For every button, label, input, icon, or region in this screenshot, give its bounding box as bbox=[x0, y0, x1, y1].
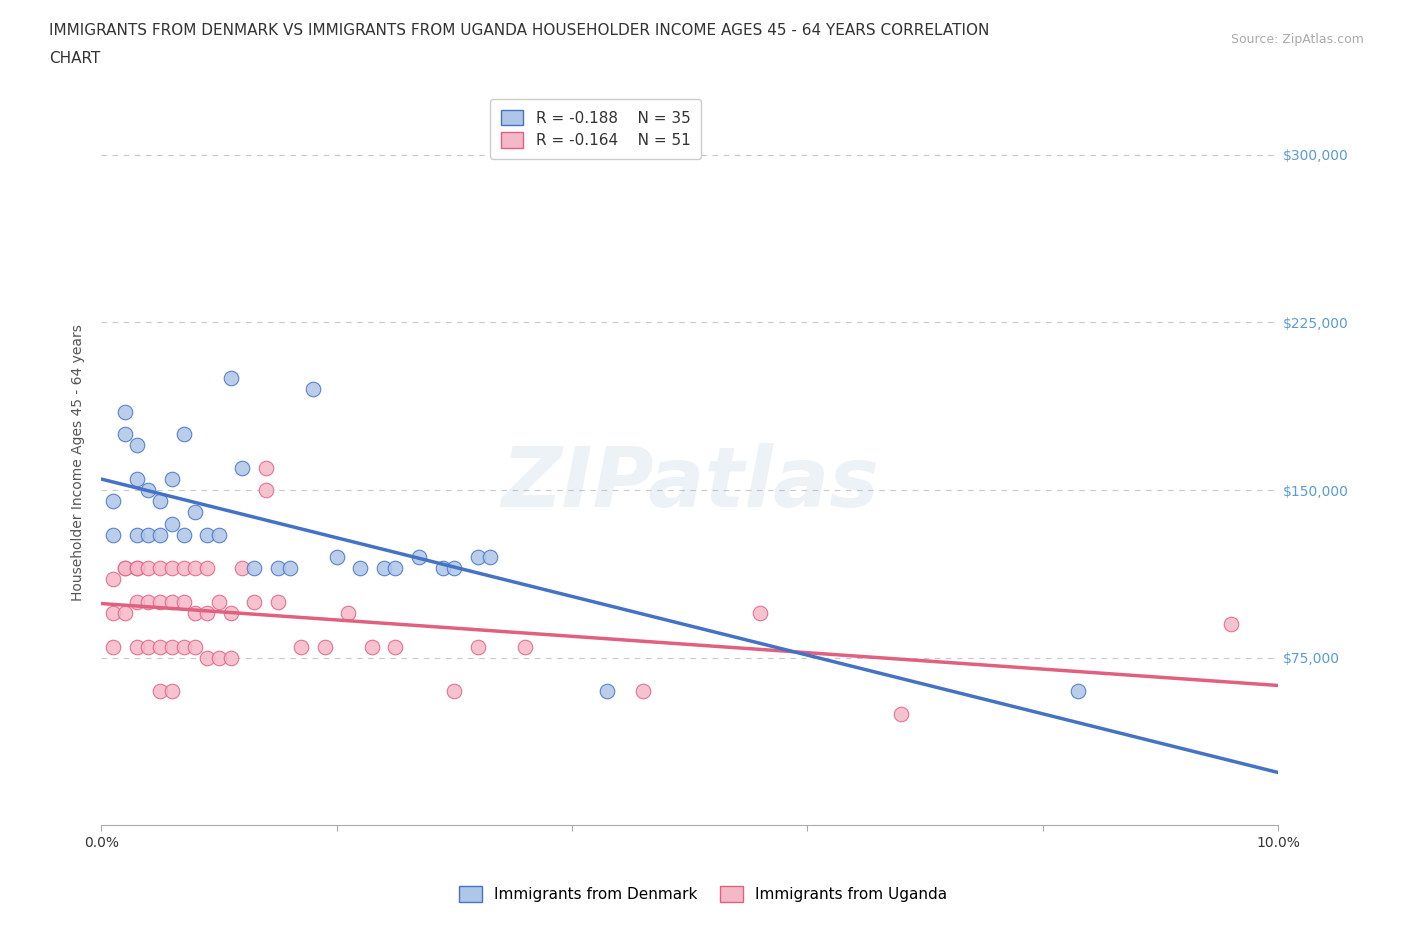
Point bbox=[208, 594, 231, 609]
Point bbox=[1220, 617, 1243, 631]
Point bbox=[1067, 684, 1090, 698]
Point bbox=[195, 650, 218, 665]
Point bbox=[325, 550, 347, 565]
Point bbox=[243, 594, 266, 609]
Point bbox=[337, 605, 360, 620]
Point bbox=[231, 460, 253, 475]
Point bbox=[408, 550, 430, 565]
Point bbox=[101, 605, 124, 620]
Point bbox=[467, 550, 489, 565]
Point bbox=[114, 405, 136, 419]
Point bbox=[254, 460, 277, 475]
Point bbox=[114, 605, 136, 620]
Point bbox=[173, 527, 195, 542]
Point bbox=[184, 505, 207, 520]
Point bbox=[149, 494, 172, 509]
Point bbox=[596, 684, 619, 698]
Legend: Immigrants from Denmark, Immigrants from Uganda: Immigrants from Denmark, Immigrants from… bbox=[453, 880, 953, 909]
Point bbox=[160, 516, 183, 531]
Point bbox=[173, 594, 195, 609]
Point bbox=[290, 639, 312, 654]
Point bbox=[443, 561, 465, 576]
Point bbox=[361, 639, 384, 654]
Point bbox=[125, 472, 148, 486]
Point bbox=[160, 684, 183, 698]
Point bbox=[443, 684, 465, 698]
Point bbox=[101, 639, 124, 654]
Point bbox=[302, 382, 325, 397]
Point bbox=[149, 639, 172, 654]
Text: IMMIGRANTS FROM DENMARK VS IMMIGRANTS FROM UGANDA HOUSEHOLDER INCOME AGES 45 - 6: IMMIGRANTS FROM DENMARK VS IMMIGRANTS FR… bbox=[49, 23, 990, 38]
Y-axis label: Householder Income Ages 45 - 64 years: Householder Income Ages 45 - 64 years bbox=[72, 324, 86, 601]
Point bbox=[136, 561, 159, 576]
Point bbox=[314, 639, 336, 654]
Point bbox=[114, 427, 136, 442]
Point bbox=[125, 639, 148, 654]
Point bbox=[254, 483, 277, 498]
Point bbox=[195, 527, 218, 542]
Point bbox=[173, 639, 195, 654]
Point bbox=[278, 561, 301, 576]
Point bbox=[149, 684, 172, 698]
Point bbox=[231, 561, 253, 576]
Point bbox=[160, 472, 183, 486]
Point bbox=[208, 527, 231, 542]
Point bbox=[195, 561, 218, 576]
Point bbox=[101, 494, 124, 509]
Point bbox=[631, 684, 654, 698]
Point bbox=[890, 706, 912, 721]
Text: Source: ZipAtlas.com: Source: ZipAtlas.com bbox=[1230, 33, 1364, 46]
Point bbox=[208, 650, 231, 665]
Point bbox=[125, 438, 148, 453]
Point bbox=[184, 605, 207, 620]
Point bbox=[478, 550, 501, 565]
Point bbox=[125, 561, 148, 576]
Point bbox=[219, 605, 242, 620]
Point bbox=[125, 527, 148, 542]
Point bbox=[184, 639, 207, 654]
Point bbox=[125, 561, 148, 576]
Point bbox=[184, 561, 207, 576]
Point bbox=[160, 561, 183, 576]
Point bbox=[136, 527, 159, 542]
Point bbox=[149, 561, 172, 576]
Point bbox=[219, 371, 242, 386]
Point bbox=[149, 594, 172, 609]
Point bbox=[101, 527, 124, 542]
Point bbox=[467, 639, 489, 654]
Point bbox=[136, 639, 159, 654]
Point bbox=[125, 594, 148, 609]
Point bbox=[267, 561, 290, 576]
Point bbox=[149, 527, 172, 542]
Point bbox=[749, 605, 772, 620]
Text: ZIPatlas: ZIPatlas bbox=[501, 444, 879, 525]
Point bbox=[173, 561, 195, 576]
Point bbox=[160, 639, 183, 654]
Point bbox=[136, 483, 159, 498]
Point bbox=[384, 561, 406, 576]
Point bbox=[173, 427, 195, 442]
Point bbox=[373, 561, 395, 576]
Point bbox=[513, 639, 536, 654]
Point bbox=[267, 594, 290, 609]
Point bbox=[195, 605, 218, 620]
Point bbox=[349, 561, 371, 576]
Point bbox=[136, 594, 159, 609]
Point bbox=[384, 639, 406, 654]
Point bbox=[114, 561, 136, 576]
Point bbox=[432, 561, 454, 576]
Point bbox=[219, 650, 242, 665]
Point bbox=[160, 594, 183, 609]
Point bbox=[101, 572, 124, 587]
Legend: R = -0.188    N = 35, R = -0.164    N = 51: R = -0.188 N = 35, R = -0.164 N = 51 bbox=[489, 100, 702, 158]
Text: CHART: CHART bbox=[49, 51, 101, 66]
Point bbox=[243, 561, 266, 576]
Point bbox=[114, 561, 136, 576]
